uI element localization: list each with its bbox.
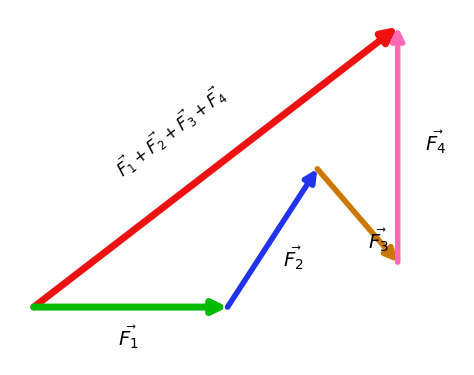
- Text: $\vec{F_2}$: $\vec{F_2}$: [283, 245, 304, 272]
- Text: $\vec{F_3}$: $\vec{F_3}$: [368, 226, 389, 254]
- Text: $\vec{F_4}$: $\vec{F_4}$: [425, 129, 446, 156]
- Text: $\vec{F_1}+\vec{F_2}+\vec{F_3}+\vec{F_4}$: $\vec{F_1}+\vec{F_2}+\vec{F_3}+\vec{F_4}…: [111, 81, 231, 182]
- Text: $\vec{F_1}$: $\vec{F_1}$: [118, 323, 138, 351]
